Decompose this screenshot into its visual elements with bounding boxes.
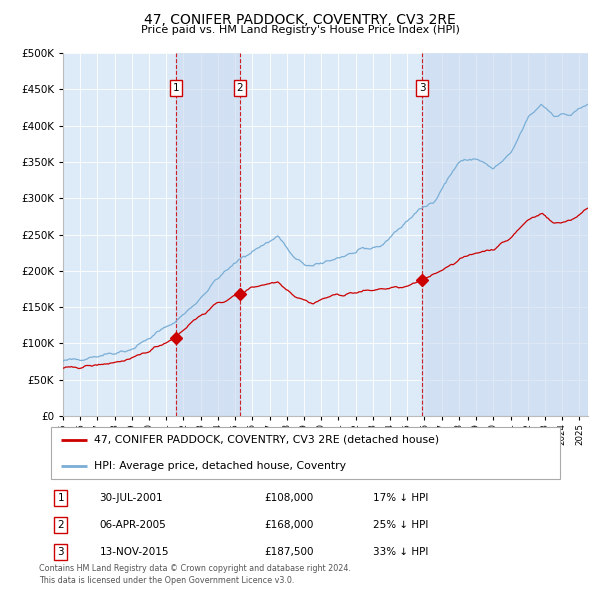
Bar — [176, 53, 240, 416]
Bar — [422, 53, 588, 416]
Text: 1: 1 — [173, 83, 179, 93]
FancyBboxPatch shape — [50, 427, 560, 478]
Text: 25% ↓ HPI: 25% ↓ HPI — [373, 520, 428, 530]
Text: 30-JUL-2001: 30-JUL-2001 — [100, 493, 163, 503]
Text: £168,000: £168,000 — [265, 520, 314, 530]
Text: 3: 3 — [419, 83, 425, 93]
Text: HPI: Average price, detached house, Coventry: HPI: Average price, detached house, Cove… — [94, 461, 346, 471]
Text: 47, CONIFER PADDOCK, COVENTRY, CV3 2RE (detached house): 47, CONIFER PADDOCK, COVENTRY, CV3 2RE (… — [94, 435, 440, 445]
Text: 2: 2 — [236, 83, 243, 93]
Text: 2: 2 — [58, 520, 64, 530]
Text: £108,000: £108,000 — [265, 493, 314, 503]
Text: Contains HM Land Registry data © Crown copyright and database right 2024.: Contains HM Land Registry data © Crown c… — [39, 565, 351, 573]
Text: 1: 1 — [58, 493, 64, 503]
Text: 33% ↓ HPI: 33% ↓ HPI — [373, 548, 428, 558]
Text: 17% ↓ HPI: 17% ↓ HPI — [373, 493, 428, 503]
Text: 3: 3 — [58, 548, 64, 558]
Text: 47, CONIFER PADDOCK, COVENTRY, CV3 2RE: 47, CONIFER PADDOCK, COVENTRY, CV3 2RE — [144, 13, 456, 27]
Text: 13-NOV-2015: 13-NOV-2015 — [100, 548, 169, 558]
Text: Price paid vs. HM Land Registry's House Price Index (HPI): Price paid vs. HM Land Registry's House … — [140, 25, 460, 35]
Text: 06-APR-2005: 06-APR-2005 — [100, 520, 166, 530]
Text: £187,500: £187,500 — [265, 548, 314, 558]
Text: This data is licensed under the Open Government Licence v3.0.: This data is licensed under the Open Gov… — [39, 576, 295, 585]
